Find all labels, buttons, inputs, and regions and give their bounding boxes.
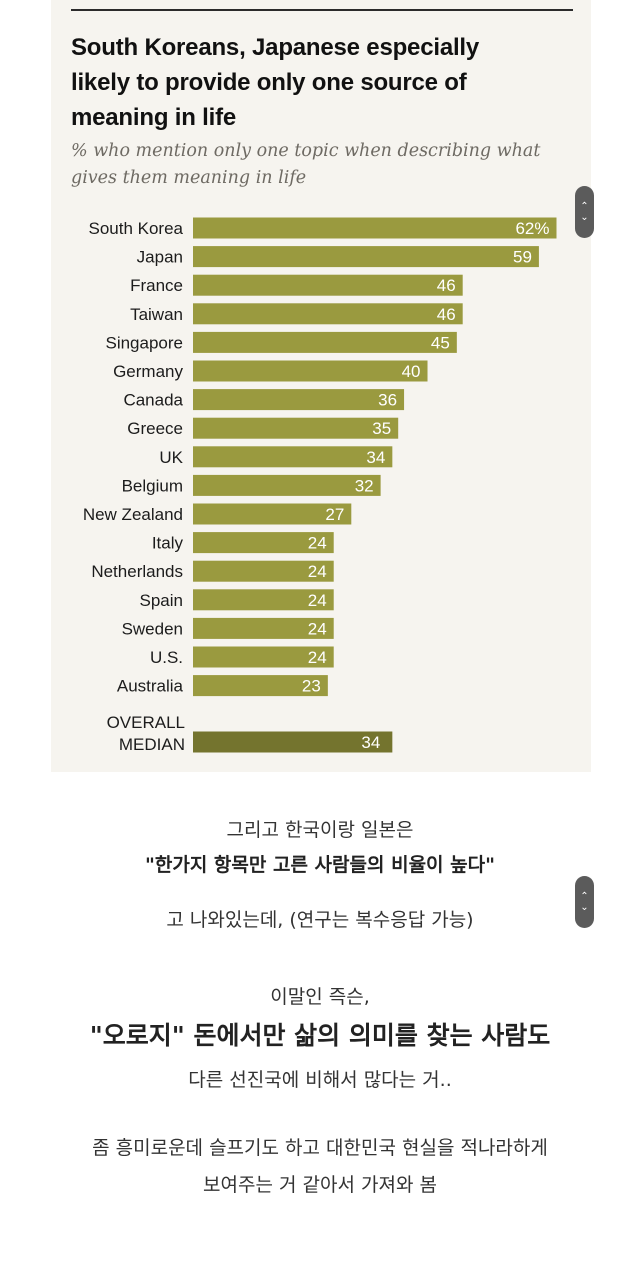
value-label: 24 (308, 562, 327, 581)
median-value-label: 34 (361, 733, 380, 752)
value-label: 23 (302, 677, 321, 696)
value-label: 27 (325, 505, 344, 524)
bar (193, 589, 334, 611)
bar (193, 274, 463, 296)
chevron-down-icon: ⌄ (580, 212, 589, 223)
chevron-up-icon: ⌃ (580, 201, 589, 212)
bar (193, 646, 334, 668)
caption-line-bold: "한가지 항목만 고른 사람들의 비율이 높다" (144, 854, 496, 876)
category-label: South Korea (88, 219, 183, 238)
bar (193, 217, 557, 239)
chart-card: South Koreans, Japanese especially likel… (51, 0, 591, 772)
category-label: Canada (123, 391, 183, 410)
bar (193, 303, 463, 325)
median-label: OVERALL (107, 713, 185, 732)
value-label: 24 (308, 591, 327, 610)
category-label: Netherlands (91, 562, 183, 581)
bar-chart: South Korea 62% Japan 59 France 46 Taiwan 46 Sin… (83, 217, 557, 754)
category-label: Australia (117, 677, 184, 696)
scroll-button[interactable]: ⌃ ⌄ (575, 186, 594, 238)
bar (193, 675, 328, 697)
category-label: New Zealand (83, 505, 183, 524)
bar (193, 446, 393, 468)
caption-line: 보여주는 거 같아서 가져와 봄 (203, 1174, 437, 1196)
value-label: 46 (437, 276, 456, 295)
category-label: Italy (152, 534, 184, 553)
caption-line-bold: "오로지" 돈에서만 삶의 의미를 찾는 사람도 (89, 1021, 551, 1050)
category-label: Spain (140, 591, 183, 610)
value-label: 24 (308, 648, 327, 667)
category-label: Singapore (105, 333, 183, 352)
value-label: 34 (366, 448, 385, 467)
bar (193, 503, 352, 525)
caption-line: 그리고 한국이랑 일본은 (226, 819, 414, 841)
median-label: MEDIAN (119, 735, 185, 754)
median-bar (193, 731, 393, 753)
caption-line: 다른 선진국에 비해서 많다는 거.. (188, 1069, 452, 1091)
category-label: UK (159, 448, 183, 467)
value-label: 32 (355, 476, 374, 495)
bar (193, 474, 381, 496)
chevron-down-icon: ⌄ (580, 902, 589, 913)
category-label: Belgium (122, 476, 183, 495)
category-label: Japan (137, 248, 183, 267)
value-label: 62% (515, 219, 549, 238)
bar (193, 331, 457, 353)
category-label: Germany (113, 362, 183, 381)
caption-line: 고 나와있는데, (연구는 복수응답 가능) (166, 909, 474, 931)
bar (193, 532, 334, 554)
chevron-up-icon: ⌃ (580, 891, 589, 902)
chart-title: South Koreans, Japanese especially likel… (71, 34, 480, 131)
value-label: 24 (308, 534, 327, 553)
value-label: 36 (378, 391, 397, 410)
bar (193, 417, 399, 439)
top-rule (71, 9, 573, 11)
category-label: Sweden (122, 619, 183, 638)
value-label: 59 (513, 248, 532, 267)
category-label: U.S. (150, 648, 183, 667)
caption-line: 좀 흥미로운데 슬프기도 하고 대한민국 현실을 적나라하게 (92, 1137, 548, 1159)
bar (193, 246, 539, 268)
value-label: 46 (437, 305, 456, 324)
value-label: 45 (431, 333, 450, 352)
category-label: France (130, 276, 183, 295)
category-label: Taiwan (130, 305, 183, 324)
scroll-button[interactable]: ⌃ ⌄ (575, 876, 594, 928)
value-label: 40 (402, 362, 421, 381)
value-label: 35 (372, 419, 391, 438)
caption-line: 이말인 즉슨, (270, 986, 370, 1008)
chart-subtitle: % who mention only one topic when descri… (71, 141, 541, 188)
bar (193, 617, 334, 639)
bar (193, 360, 428, 382)
bar (193, 560, 334, 582)
value-label: 24 (308, 619, 327, 638)
bar (193, 389, 405, 411)
category-label: Greece (127, 419, 183, 438)
